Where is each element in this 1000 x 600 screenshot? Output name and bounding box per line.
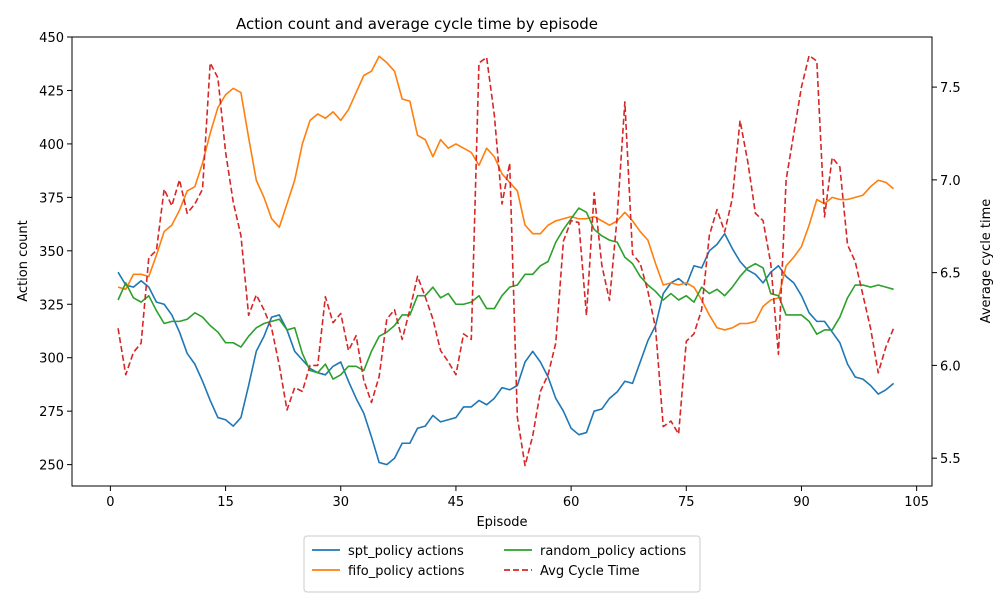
left-y-tick-label: 350 [39, 245, 64, 260]
x-axis: 0 15 30 45 60 75 90 105 [106, 486, 929, 510]
x-tick-label: 15 [217, 495, 234, 510]
x-tick-label: 60 [563, 495, 580, 510]
right-y-tick-label: 7.5 [940, 81, 961, 96]
series-line-fifo-policy [117, 55, 895, 331]
legend-label-random: random_policy actions [540, 544, 686, 559]
left-y-tick-label: 325 [39, 298, 64, 313]
legend-label-cycle-time: Avg Cycle Time [540, 564, 640, 579]
left-y-axis: 250 275 300 325 350 375 400 425 450 [39, 31, 72, 474]
right-y-tick-label: 7.0 [940, 174, 961, 189]
legend: spt_policy actions fifo_policy actions r… [303, 535, 701, 593]
right-y-tick-label: 5.5 [940, 452, 961, 467]
x-tick-label: 75 [678, 495, 695, 510]
left-y-tick-label: 275 [39, 405, 64, 420]
right-y-tick-label: 6.0 [940, 359, 961, 374]
left-y-tick-label: 300 [39, 352, 64, 367]
left-y-tick-label: 400 [39, 138, 64, 153]
left-y-tick-label: 425 [39, 84, 64, 99]
x-tick-label: 90 [793, 495, 810, 510]
left-y-tick-label: 250 [39, 459, 64, 474]
series-lines [117, 54, 895, 467]
chart-title: Action count and average cycle time by e… [236, 15, 598, 33]
series-line-avg-cycle-time [117, 54, 895, 467]
left-y-tick-label: 450 [39, 31, 64, 46]
legend-label-fifo: fifo_policy actions [348, 564, 465, 579]
x-tick-label: 30 [332, 495, 349, 510]
x-tick-label: 0 [106, 495, 114, 510]
legend-box [303, 535, 701, 593]
x-axis-label: Episode [476, 515, 527, 530]
plot-frame [71, 36, 933, 487]
series-line-random-policy [117, 207, 894, 380]
left-y-axis-label: Action count [16, 220, 31, 302]
right-y-axis-label: Average cycle time [979, 199, 994, 324]
right-y-tick-label: 6.5 [940, 267, 961, 282]
x-tick-label: 105 [904, 495, 929, 510]
legend-label-spt: spt_policy actions [348, 544, 464, 559]
series-line-spt-policy [117, 232, 895, 466]
right-y-axis: 5.5 6.0 6.5 7.0 7.5 [932, 81, 961, 467]
left-y-tick-label: 375 [39, 191, 64, 206]
x-tick-label: 45 [448, 495, 465, 510]
